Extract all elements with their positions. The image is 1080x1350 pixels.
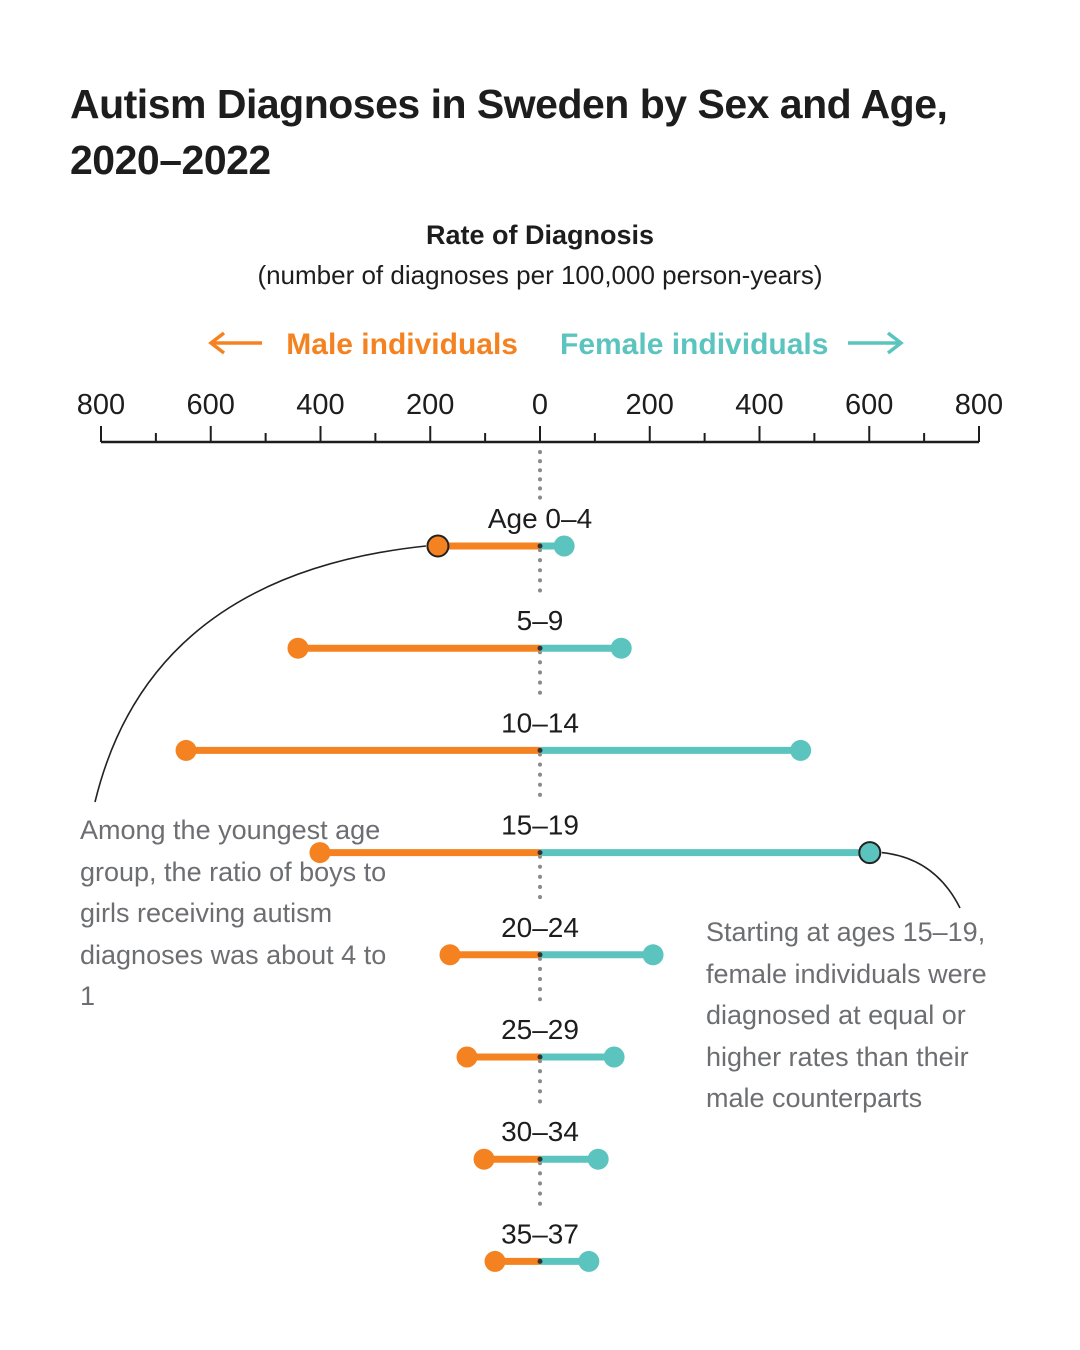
annotation-right: Starting at ages 15–19, female individua… xyxy=(706,917,987,1113)
axis-subtitle: (number of diagnoses per 100,000 person-… xyxy=(257,260,823,290)
female-point xyxy=(642,944,664,966)
dumbbell-row: 10–14 xyxy=(175,707,812,761)
male-point xyxy=(484,1250,506,1272)
chart-title: Autism Diagnoses in Sweden by Sex and Ag… xyxy=(70,81,948,183)
zero-point xyxy=(537,645,543,651)
dumbbell-row: 35–37 xyxy=(484,1218,600,1272)
tick-label: 400 xyxy=(296,389,344,421)
age-group-label: 10–14 xyxy=(501,707,579,738)
female-point xyxy=(790,739,812,761)
female-point xyxy=(603,1046,625,1068)
female-point xyxy=(610,637,632,659)
x-axis: 800 600 400 200 0 200 400 600 800 xyxy=(77,389,1003,444)
female-point xyxy=(587,1148,609,1170)
tick-label: 600 xyxy=(187,389,235,421)
tick-label: 0 xyxy=(532,389,548,421)
male-point xyxy=(175,739,197,761)
tick-label: 800 xyxy=(77,389,125,421)
dumbbell-row: 30–34 xyxy=(473,1116,609,1170)
dumbbell-row: 25–29 xyxy=(456,1014,625,1068)
dumbbell-rows: Age 0–4 5–9 10–14 15–19 20–24 25–29 30–34 35–37 xyxy=(175,503,882,1272)
age-group-label: 20–24 xyxy=(501,912,579,943)
dumbbell-row: 20–24 xyxy=(439,912,664,966)
zero-point xyxy=(537,952,543,958)
legend-male-label: Male individuals xyxy=(286,328,518,361)
dumbbell-row: Age 0–4 xyxy=(426,503,592,558)
tick-label: 400 xyxy=(735,389,783,421)
legend-female-label: Female individuals xyxy=(560,328,828,361)
age-group-label: 5–9 xyxy=(517,605,564,636)
annotation-leader-left xyxy=(94,545,427,803)
legend: Male individuals Female individuals xyxy=(208,328,904,361)
zero-point xyxy=(537,1054,543,1060)
age-group-label: 25–29 xyxy=(501,1014,579,1045)
age-group-label: 15–19 xyxy=(501,810,579,841)
tick-label: 600 xyxy=(845,389,893,421)
zero-point xyxy=(537,747,543,753)
axis-title: Rate of Diagnosis xyxy=(425,220,655,250)
tick-label: 800 xyxy=(955,389,1003,421)
arrow-left-icon-head xyxy=(208,331,226,355)
age-group-label: 35–37 xyxy=(501,1218,579,1249)
dumbbell-row: 15–19 xyxy=(309,810,882,865)
male-point xyxy=(426,534,450,558)
male-point xyxy=(439,944,461,966)
dumbbell-row: 5–9 xyxy=(287,605,632,659)
tick-label: 200 xyxy=(626,389,674,421)
tick-label: 200 xyxy=(406,389,454,421)
female-point xyxy=(858,841,882,865)
female-point xyxy=(553,535,575,557)
annotation-left: Among the youngest age group, the ratio … xyxy=(80,815,387,1011)
zero-point xyxy=(537,850,543,856)
age-group-label: 30–34 xyxy=(501,1116,579,1147)
male-point xyxy=(456,1046,478,1068)
male-point xyxy=(473,1148,495,1170)
female-point xyxy=(578,1250,600,1272)
zero-point xyxy=(537,543,543,549)
zero-point xyxy=(537,1258,543,1264)
male-point xyxy=(309,842,331,864)
arrow-right-icon-head xyxy=(886,331,904,355)
annotation-leaders xyxy=(94,545,961,909)
male-point xyxy=(287,637,309,659)
age-group-label: Age 0–4 xyxy=(488,503,592,534)
annotation-leader-right xyxy=(881,851,961,909)
zero-point xyxy=(537,1156,543,1162)
